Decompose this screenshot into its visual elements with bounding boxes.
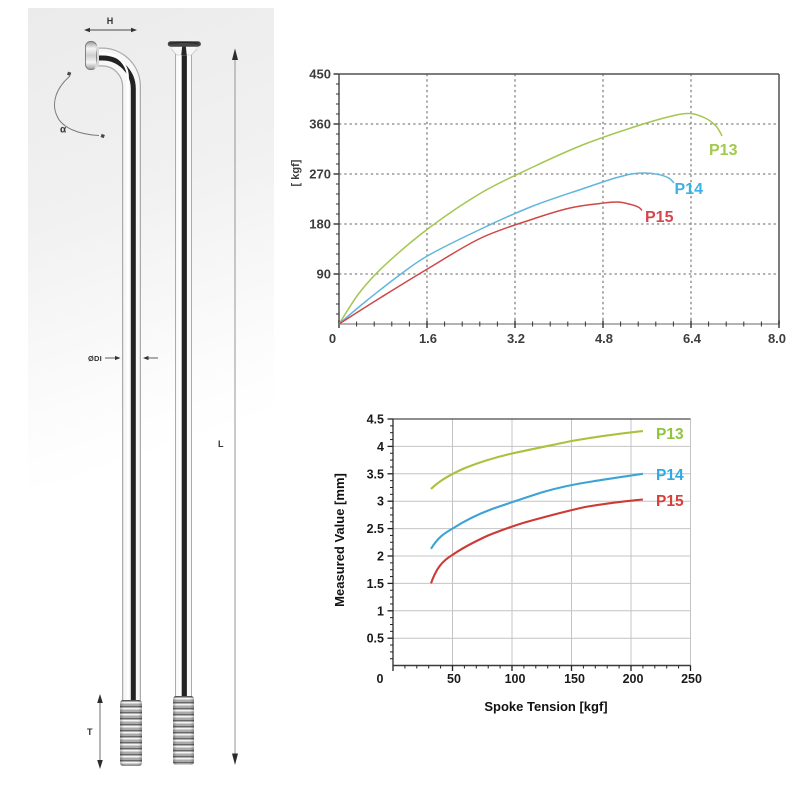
svg-text:3.5: 3.5 — [367, 467, 384, 481]
svg-text:450: 450 — [309, 67, 331, 82]
svg-text:1.6: 1.6 — [419, 331, 437, 346]
svg-text:Measured Value [mm]: Measured Value [mm] — [332, 473, 347, 607]
svg-text:P15: P15 — [645, 209, 674, 226]
svg-text:0.5: 0.5 — [367, 632, 384, 646]
svg-text:0: 0 — [329, 331, 336, 346]
svg-text:2.5: 2.5 — [367, 522, 384, 536]
svg-text:[ kgf]: [ kgf] — [290, 159, 302, 186]
svg-text:180: 180 — [309, 217, 331, 232]
svg-text:0: 0 — [377, 672, 384, 686]
svg-text:3: 3 — [377, 495, 384, 509]
svg-text:ØDI: ØDI — [88, 354, 102, 363]
svg-text:L: L — [218, 439, 224, 449]
svg-text:270: 270 — [309, 167, 331, 182]
svg-text:T: T — [87, 727, 93, 737]
svg-text:360: 360 — [309, 117, 331, 132]
svg-text:1: 1 — [377, 604, 384, 618]
svg-text:4: 4 — [377, 440, 384, 454]
svg-text:90: 90 — [317, 267, 331, 282]
svg-text:P14: P14 — [656, 467, 684, 484]
svg-text:50: 50 — [447, 672, 461, 686]
svg-text:P15: P15 — [656, 493, 684, 510]
svg-text:P14: P14 — [675, 181, 704, 198]
svg-text:6.4: 6.4 — [683, 331, 702, 346]
svg-text:Spoke Tension [kgf]: Spoke Tension [kgf] — [484, 699, 607, 714]
svg-text:4.5: 4.5 — [367, 413, 384, 427]
svg-text:200: 200 — [623, 672, 644, 686]
svg-text:H: H — [107, 16, 114, 26]
svg-text:3.2: 3.2 — [507, 331, 525, 346]
svg-text:2: 2 — [377, 550, 384, 564]
svg-text:8.0: 8.0 — [768, 331, 786, 346]
svg-text:P13: P13 — [656, 426, 684, 443]
svg-text:1.5: 1.5 — [367, 577, 384, 591]
svg-text:250: 250 — [681, 672, 702, 686]
svg-text:100: 100 — [505, 672, 526, 686]
svg-text:150: 150 — [564, 672, 585, 686]
svg-text:P13: P13 — [709, 142, 738, 159]
svg-text:4.8: 4.8 — [595, 331, 613, 346]
svg-text:α: α — [60, 125, 67, 136]
